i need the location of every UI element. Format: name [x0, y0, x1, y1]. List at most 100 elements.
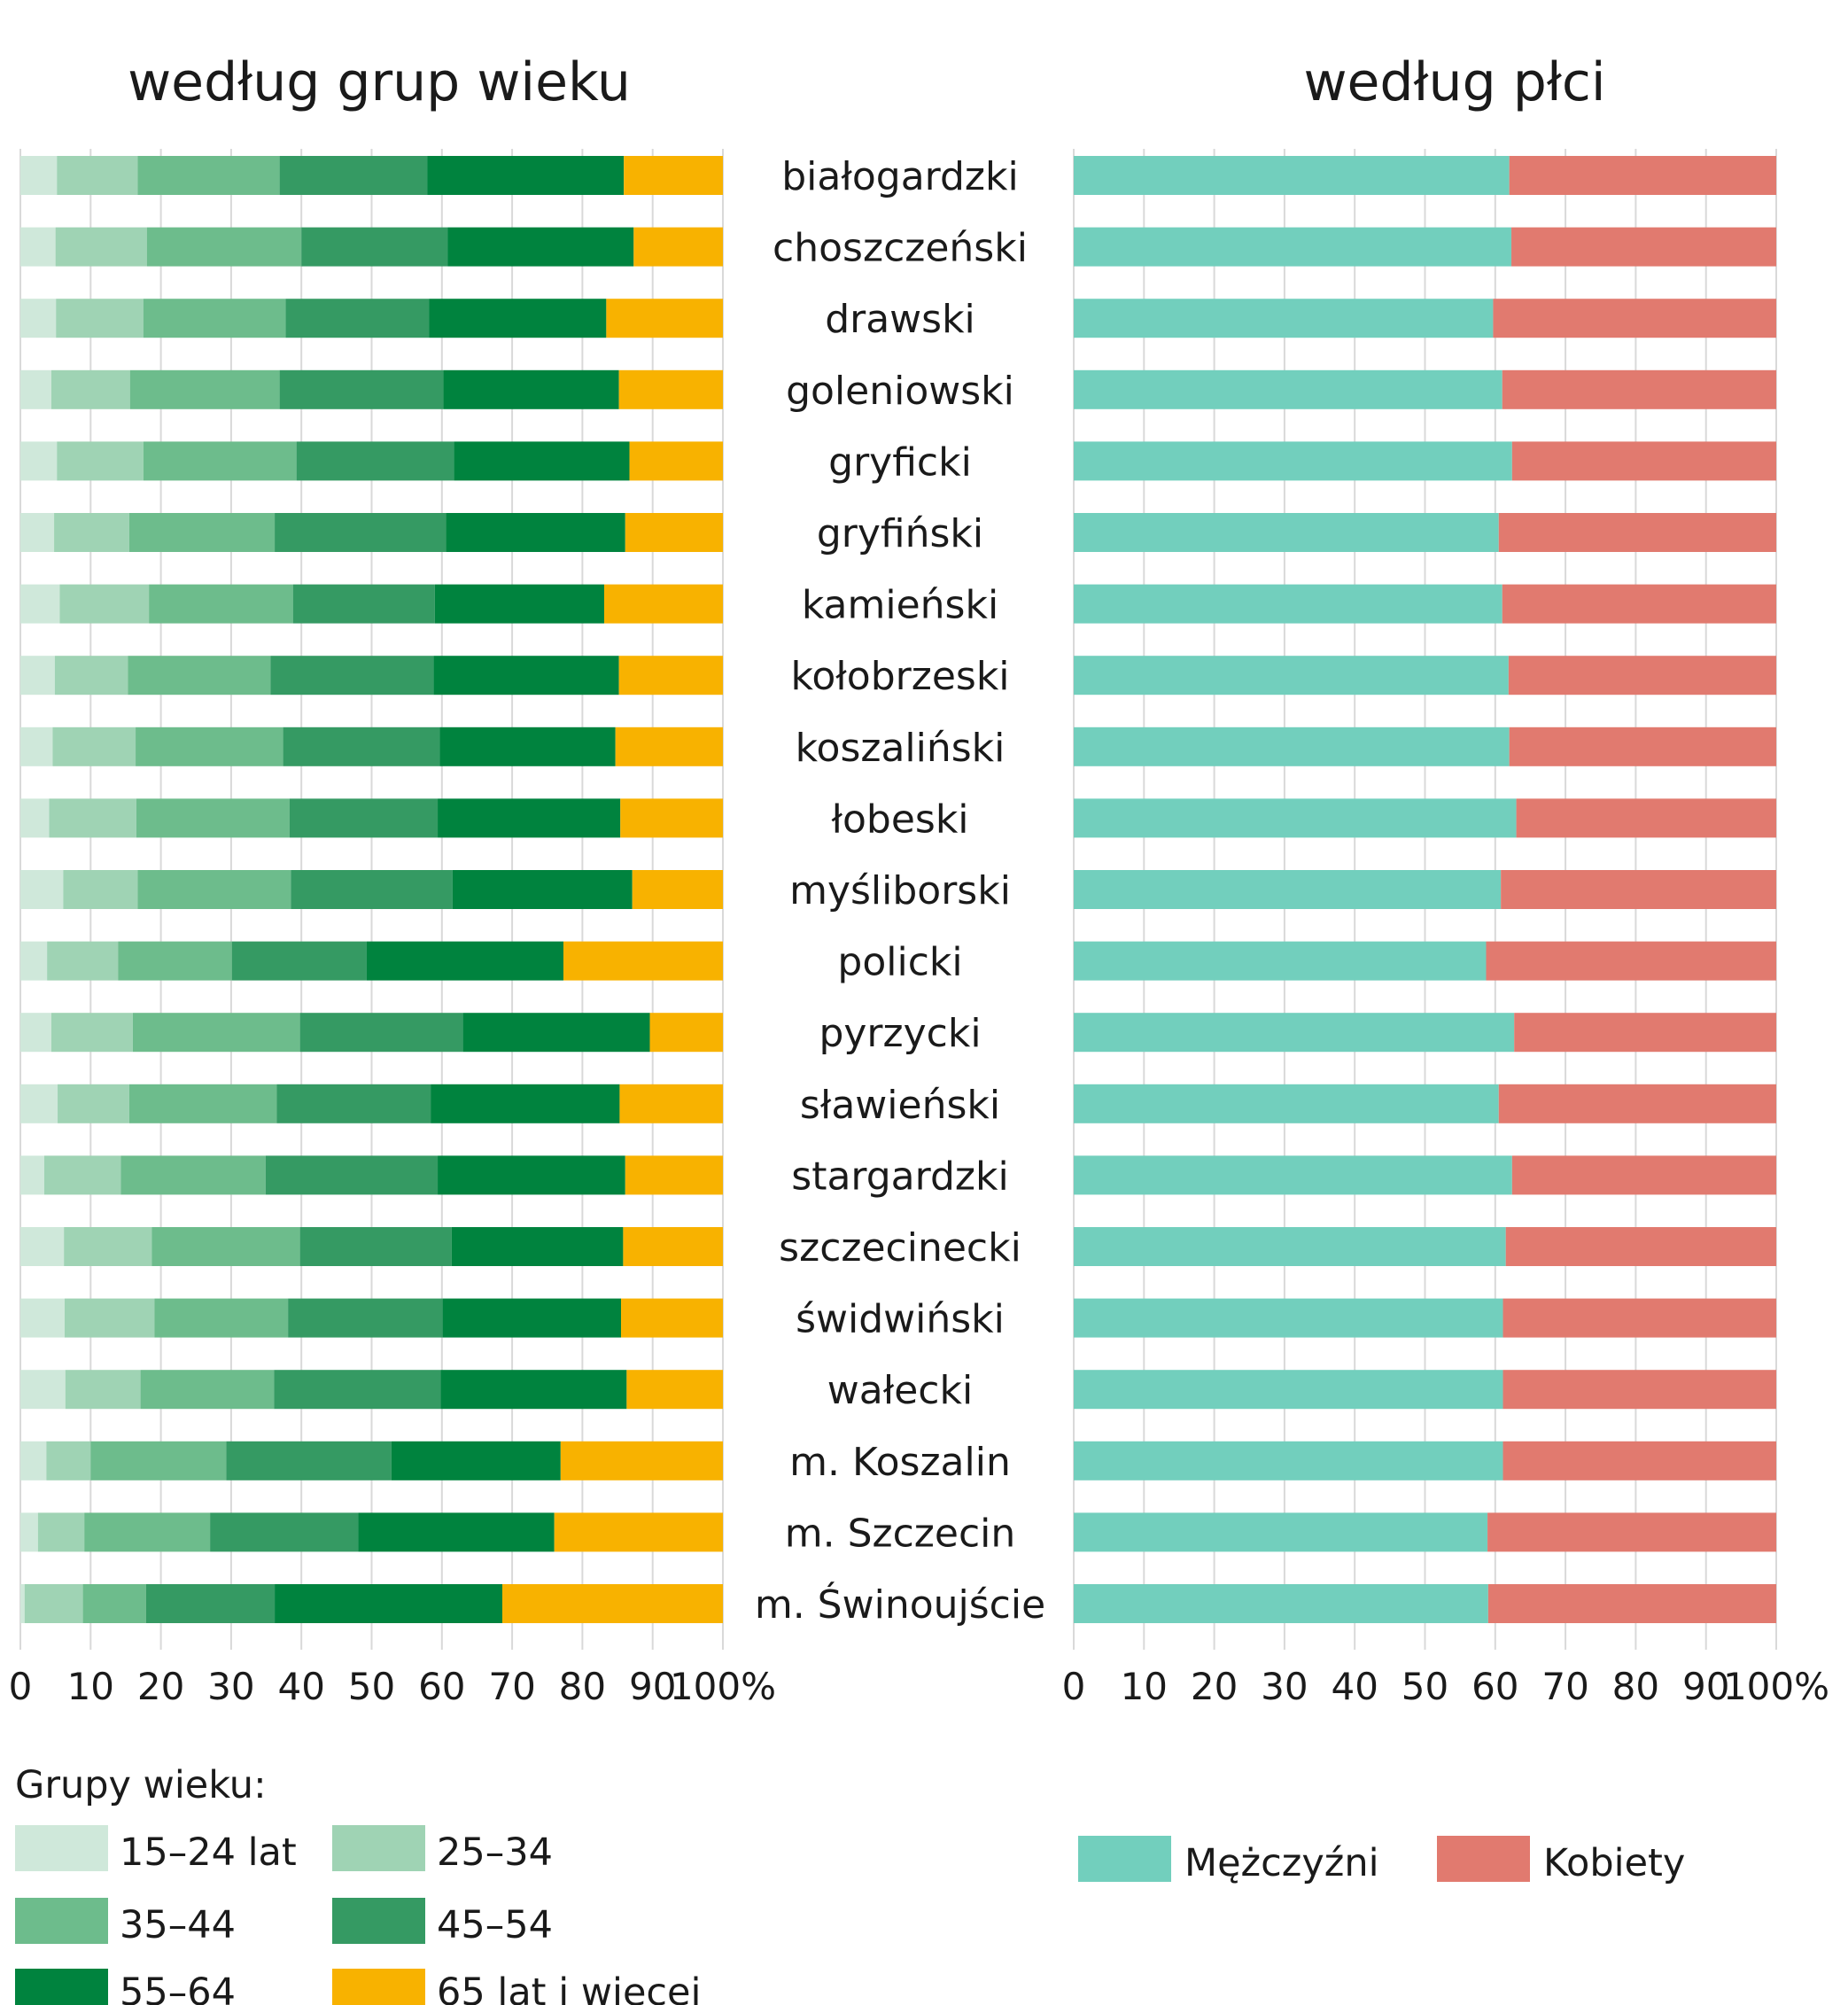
bar-sex-kamieński-1: [1502, 584, 1776, 624]
bar-age-choszczeński-5: [633, 227, 723, 267]
tick-label-sex-0: 0: [1062, 1665, 1086, 1708]
tick-label-age-8: 80: [559, 1665, 606, 1708]
bar-sex-choszczeński-1: [1511, 227, 1776, 267]
bar-age-m-koszalin-2: [90, 1441, 227, 1480]
tick-label-age-1: 10: [67, 1665, 114, 1708]
bar-age-koszaliński-3: [283, 727, 440, 766]
category-label-stargardzki: stargardzki: [791, 1154, 1008, 1199]
bar-age-koszaliński-0: [20, 727, 53, 766]
category-label-m-szczecin: m. Szczecin: [785, 1511, 1016, 1556]
bar-sex-goleniowski-1: [1502, 369, 1776, 409]
category-label-m-koszalin: m. Koszalin: [789, 1440, 1011, 1485]
bar-age-m-szczecin-4: [358, 1512, 555, 1552]
bar-age-m-świnoujście-3: [145, 1584, 276, 1623]
bar-sex-goleniowski-0: [1074, 369, 1502, 409]
bar-age-wałecki-3: [274, 1370, 441, 1410]
tick-label-sex-9: 90: [1682, 1665, 1729, 1708]
tick-label-sex-7: 70: [1541, 1665, 1588, 1708]
bar-age-m-szczecin-5: [554, 1512, 723, 1552]
bar-age-choszczeński-2: [146, 227, 302, 267]
category-label-kamieński: kamieński: [802, 583, 998, 628]
bar-age-kołobrzeski-5: [618, 656, 723, 696]
category-label-gryficki: gryficki: [828, 439, 972, 485]
bar-age-goleniowski-1: [50, 369, 130, 409]
category-label-policki: policki: [837, 940, 962, 985]
bar-age-gryficki-0: [20, 441, 58, 481]
chart-title-age: według grup wieku: [128, 51, 631, 113]
bar-age-myśliborski-5: [632, 870, 723, 909]
bar-sex-kamieński-0: [1074, 584, 1502, 624]
bar-sex-kołobrzeski-1: [1508, 656, 1776, 696]
bar-age-szczecinecki-2: [151, 1227, 300, 1266]
bar-age-drawski-5: [606, 299, 723, 338]
bar-age-wałecki-0: [20, 1370, 66, 1410]
bar-age-policki-2: [118, 941, 232, 981]
bar-sex-koszaliński-1: [1509, 727, 1776, 766]
category-label-łobeski: łobeski: [831, 797, 968, 842]
legend-label-45-54: 45–54: [437, 1903, 553, 1947]
bar-age-wałecki-1: [65, 1370, 141, 1410]
legend-label-15-24: 15–24 lat: [120, 1830, 297, 1875]
category-label-świdwiński: świdwiński: [796, 1297, 1005, 1342]
bar-sex-m-świnoujście-0: [1074, 1584, 1488, 1623]
bar-age-stargardzki-1: [43, 1155, 121, 1195]
bar-sex-pyrzycki-0: [1074, 1013, 1515, 1053]
bar-sex-szczecinecki-1: [1505, 1227, 1776, 1266]
bar-sex-gryficki-1: [1511, 441, 1776, 481]
bar-age-m-szczecin-0: [20, 1512, 38, 1552]
bar-sex-białogardzki-0: [1074, 156, 1510, 195]
bar-age-pyrzycki-4: [462, 1013, 650, 1053]
bar-age-myśliborski-0: [20, 870, 64, 909]
bar-age-m-koszalin-0: [20, 1441, 47, 1480]
bar-age-sławieński-3: [276, 1084, 431, 1123]
bar-age-gryfiński-5: [625, 513, 723, 552]
bar-sex-myśliborski-0: [1074, 870, 1502, 909]
bar-sex-stargardzki-1: [1511, 1155, 1776, 1195]
tick-label-age-0: 0: [9, 1665, 33, 1708]
legend-sex: Mężczyźni Kobiety: [1078, 1836, 1685, 1885]
bar-sex-policki-0: [1074, 941, 1487, 981]
bar-age-policki-0: [20, 941, 48, 981]
bar-sex-m-szczecin-1: [1487, 1512, 1776, 1552]
bar-age-wałecki-5: [626, 1370, 723, 1410]
bar-age-m-szczecin-1: [37, 1512, 85, 1552]
bar-sex-m-koszalin-0: [1074, 1441, 1503, 1480]
category-label-koszaliński: koszaliński: [796, 726, 1006, 771]
tick-label-sex-2: 20: [1191, 1665, 1238, 1708]
bar-age-myśliborski-3: [291, 870, 453, 909]
bar-age-gryficki-4: [454, 441, 630, 481]
category-label-goleniowski: goleniowski: [786, 369, 1014, 414]
legend-label-men: Mężczyźni: [1184, 1841, 1379, 1885]
legend-swatch-15-24: [15, 1825, 108, 1871]
bar-age-świdwiński-3: [288, 1298, 443, 1338]
tick-label-age-9: 90: [629, 1665, 676, 1708]
bar-age-policki-1: [47, 941, 119, 981]
bar-sex-m-świnoujście-1: [1487, 1584, 1776, 1623]
bar-age-pyrzycki-1: [50, 1013, 133, 1053]
chart-title-sex: według płci: [1303, 51, 1605, 113]
bar-age-białogardzki-2: [137, 156, 280, 195]
bar-age-szczecinecki-4: [451, 1227, 624, 1266]
bar-sex-szczecinecki-0: [1074, 1227, 1506, 1266]
legend-swatch-25-34: [332, 1825, 425, 1871]
bar-age-gryfiński-1: [54, 513, 129, 552]
legend-label-65plus: 65 lat i więcej: [437, 1970, 701, 2005]
bar-age-m-szczecin-3: [210, 1512, 359, 1552]
bar-age-choszczeński-4: [447, 227, 634, 267]
bar-age-białogardzki-1: [57, 156, 138, 195]
bar-age-gryfiński-4: [446, 513, 625, 552]
category-label-szczecinecki: szczecinecki: [779, 1225, 1021, 1271]
bar-sex-sławieński-1: [1498, 1084, 1776, 1123]
legend-age-title: Grupy wieku:: [15, 1763, 267, 1807]
bar-age-białogardzki-3: [279, 156, 428, 195]
bar-age-sławieński-0: [20, 1084, 58, 1123]
bar-age-m-świnoujście-2: [82, 1584, 146, 1623]
bar-age-pyrzycki-5: [649, 1013, 723, 1053]
bar-sex-świdwiński-1: [1502, 1298, 1776, 1338]
bar-age-drawski-4: [429, 299, 607, 338]
bar-sex-drawski-1: [1493, 299, 1776, 338]
bar-age-sławieński-1: [58, 1084, 129, 1123]
bar-age-drawski-1: [56, 299, 144, 338]
category-label-pyrzycki: pyrzycki: [819, 1011, 981, 1056]
